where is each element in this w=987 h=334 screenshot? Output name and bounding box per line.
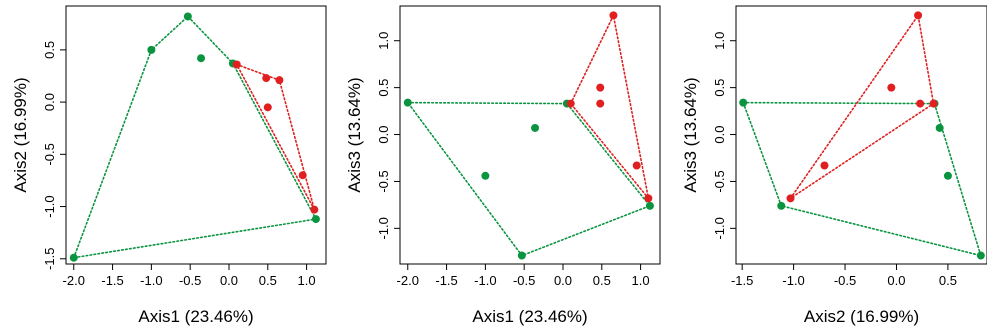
point-series-1 bbox=[943, 171, 952, 180]
y-tick-label: -0.5 bbox=[712, 170, 727, 192]
x-tick-label: -1.5 bbox=[731, 273, 753, 288]
hull-series-2 bbox=[789, 13, 935, 199]
point-series-2 bbox=[786, 194, 795, 203]
y-axis-title: Axis2 (16.99%) bbox=[11, 77, 30, 192]
y-tick-label: 0.5 bbox=[712, 79, 727, 97]
point-series-2 bbox=[632, 161, 641, 170]
y-tick-label: -1.0 bbox=[712, 217, 727, 239]
point-series-1 bbox=[517, 251, 526, 260]
y-tick-label: 0.0 bbox=[712, 125, 727, 143]
x-tick-label: 0.0 bbox=[554, 273, 572, 288]
x-tick-label: -0.5 bbox=[513, 273, 535, 288]
x-tick-label: 1.0 bbox=[632, 273, 650, 288]
y-axis-title: Axis3 (13.64%) bbox=[681, 77, 700, 192]
x-tick-label: 0.0 bbox=[887, 273, 905, 288]
point-series-1 bbox=[976, 251, 985, 260]
point-series-2 bbox=[596, 83, 605, 92]
x-tick-label: 0.5 bbox=[259, 273, 277, 288]
y-tick-label: -1.0 bbox=[376, 217, 391, 239]
point-series-2 bbox=[609, 11, 618, 20]
y-tick-label: 0.0 bbox=[42, 93, 57, 111]
point-series-2 bbox=[914, 11, 923, 20]
y-tick-label: 0.0 bbox=[376, 125, 391, 143]
point-series-2 bbox=[596, 99, 605, 108]
y-axis-title: Axis3 (13.64%) bbox=[345, 77, 364, 192]
point-series-2 bbox=[929, 99, 938, 108]
point-series-1 bbox=[935, 123, 944, 132]
point-series-1 bbox=[777, 201, 786, 210]
point-series-1 bbox=[147, 45, 156, 54]
point-series-2 bbox=[820, 161, 829, 170]
point-series-2 bbox=[887, 83, 896, 92]
x-tick-label: 1.0 bbox=[298, 273, 316, 288]
hull-series-1 bbox=[406, 101, 652, 257]
point-series-1 bbox=[403, 98, 412, 107]
point-series-1 bbox=[531, 123, 540, 132]
y-tick-label: -0.5 bbox=[376, 170, 391, 192]
point-series-2 bbox=[275, 76, 284, 85]
x-axis-title: Axis1 (23.46%) bbox=[472, 307, 587, 326]
point-series-1 bbox=[481, 171, 490, 180]
point-series-2 bbox=[298, 171, 307, 180]
hull-series-2 bbox=[235, 63, 316, 211]
point-series-2 bbox=[262, 74, 271, 83]
point-series-1 bbox=[69, 253, 78, 262]
y-tick-label: -0.5 bbox=[42, 143, 57, 165]
point-series-1 bbox=[739, 98, 748, 107]
x-tick-label: -1.5 bbox=[435, 273, 457, 288]
point-series-2 bbox=[310, 205, 319, 214]
x-tick-label: -1.0 bbox=[474, 273, 496, 288]
plot-1: -2.0 -1.5 -1.0 -0.5 0.0 0.5 1.0 -1.5 -1.0 -0.5 0.0… bbox=[11, 5, 327, 326]
point-series-2 bbox=[232, 60, 241, 69]
x-tick-label: -1.5 bbox=[101, 273, 123, 288]
plot-frame bbox=[65, 5, 327, 265]
hull-series-1 bbox=[742, 101, 982, 257]
point-series-1 bbox=[183, 12, 192, 21]
x-tick-label: -0.5 bbox=[179, 273, 201, 288]
x-tick-label: 0.0 bbox=[220, 273, 238, 288]
plot-frame bbox=[399, 5, 661, 265]
point-series-2 bbox=[566, 99, 575, 108]
point-series-1 bbox=[311, 215, 320, 224]
y-tick-label: 1.0 bbox=[376, 32, 391, 50]
x-tick-label: -1.0 bbox=[140, 273, 162, 288]
x-tick-label: -0.5 bbox=[834, 273, 856, 288]
y-tick-label: 1.0 bbox=[712, 32, 727, 50]
plot-2: -2.0 -1.5 -1.0 -0.5 0.0 0.5 1.0 -1.0 -0.5 0.0 0.5 1… bbox=[345, 5, 661, 326]
hull-series-1 bbox=[72, 15, 318, 259]
point-series-2 bbox=[916, 99, 925, 108]
point-series-2 bbox=[644, 194, 653, 203]
x-tick-label: 0.5 bbox=[593, 273, 611, 288]
x-tick-label: 0.5 bbox=[939, 273, 957, 288]
y-tick-label: 0.5 bbox=[42, 41, 57, 59]
x-axis-title: Axis2 (16.99%) bbox=[804, 307, 919, 326]
point-series-1 bbox=[197, 54, 206, 63]
plot-3: -1.5 -1.0 -0.5 0.0 0.5 -1.0 -0.5 0.0 0.5 1.0 Axis2… bbox=[681, 5, 987, 326]
x-axis-title: Axis1 (23.46%) bbox=[138, 307, 253, 326]
x-tick-label: -2.0 bbox=[397, 273, 419, 288]
x-tick-label: -2.0 bbox=[63, 273, 85, 288]
x-tick-label: -1.0 bbox=[782, 273, 804, 288]
point-series-2 bbox=[263, 103, 272, 112]
hull-series-2 bbox=[569, 12, 650, 199]
y-tick-label: -1.5 bbox=[42, 248, 57, 270]
y-tick-label: 0.5 bbox=[376, 79, 391, 97]
y-tick-label: -1.0 bbox=[42, 195, 57, 217]
point-series-1 bbox=[645, 201, 654, 210]
